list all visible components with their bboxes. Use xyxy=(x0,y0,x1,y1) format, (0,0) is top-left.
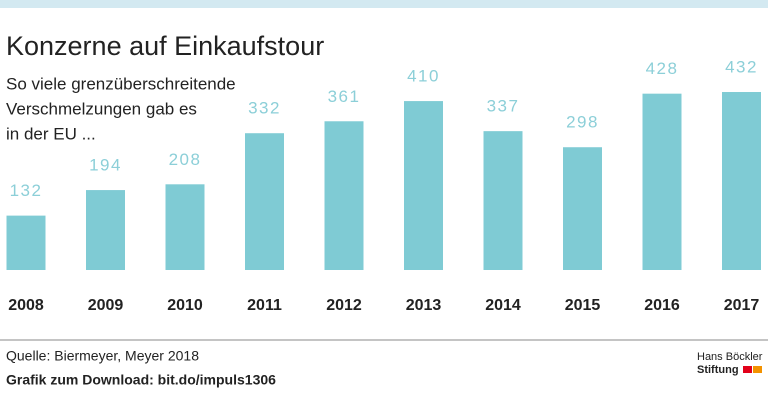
x-tick-label: 2010 xyxy=(167,297,203,314)
download: Grafik zum Download: bit.do/impuls1306 xyxy=(6,372,276,388)
x-tick-label: 2008 xyxy=(8,297,44,314)
bar xyxy=(563,147,602,270)
bar xyxy=(483,131,523,270)
value-label: 132 xyxy=(10,181,43,200)
x-tick-label: 2015 xyxy=(565,297,601,314)
logo-square xyxy=(753,366,762,373)
value-label: 298 xyxy=(566,113,599,132)
bar xyxy=(324,121,364,270)
bar xyxy=(404,101,443,270)
x-tick-label: 2017 xyxy=(724,297,760,314)
x-tick-label: 2009 xyxy=(88,297,124,314)
value-label: 361 xyxy=(328,87,361,106)
value-label: 410 xyxy=(407,67,440,86)
subtitle-line: Verschmelzungen gab es xyxy=(6,99,197,118)
subtitle-line: So viele grenzüberschreitende xyxy=(6,74,236,93)
bar xyxy=(722,92,761,271)
value-label: 428 xyxy=(646,59,679,78)
x-tick-label: 2012 xyxy=(326,297,362,314)
subtitle-line: in der EU ... xyxy=(6,124,96,143)
bar xyxy=(86,190,125,270)
x-tick-label: 2014 xyxy=(485,297,521,314)
chart-title: Konzerne auf Einkaufstour xyxy=(6,31,324,61)
bar xyxy=(642,93,682,270)
top-band xyxy=(0,0,768,8)
bar xyxy=(245,133,284,270)
logo-text: Stiftung xyxy=(697,364,739,376)
logo-square xyxy=(743,366,752,373)
logo-text: Hans Böckler xyxy=(697,351,763,363)
bar xyxy=(165,184,205,270)
value-label: 208 xyxy=(169,150,202,169)
value-label: 332 xyxy=(248,99,281,118)
x-tick-label: 2011 xyxy=(247,297,282,314)
value-label: 337 xyxy=(487,97,520,116)
x-tick-label: 2013 xyxy=(406,297,442,314)
x-tick-label: 2016 xyxy=(644,297,680,314)
value-label: 194 xyxy=(89,156,122,175)
source: Quelle: Biermeyer, Meyer 2018 xyxy=(6,348,199,364)
value-label: 432 xyxy=(725,58,758,77)
bar xyxy=(6,215,46,270)
